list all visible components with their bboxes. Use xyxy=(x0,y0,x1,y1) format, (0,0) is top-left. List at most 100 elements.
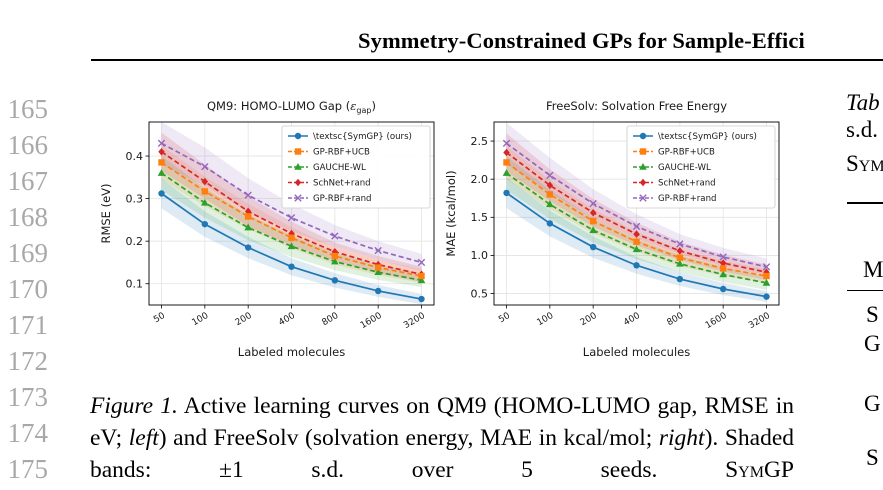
y-tick-label: 1.0 xyxy=(471,249,489,262)
line-number: 175 xyxy=(7,454,49,484)
data-point xyxy=(719,270,727,278)
data-point xyxy=(546,171,554,180)
series xyxy=(157,169,426,284)
data-point xyxy=(374,246,382,255)
x-tick-label: 400 xyxy=(277,311,297,328)
legend-label: SchNet+rand xyxy=(313,179,371,189)
series xyxy=(503,159,770,280)
legend-marker xyxy=(639,148,647,155)
legend-label: \textsc{SymGP} (ours) xyxy=(313,132,412,142)
data-point xyxy=(374,264,382,271)
data-point xyxy=(719,253,727,261)
y-tick-label: 0.1 xyxy=(126,278,144,291)
x-tick-label: 200 xyxy=(579,311,599,328)
qm9-chart: 0.1 0.2 0.3 0.4 50 100 200 400 800 1600 3200 Labele… xyxy=(99,99,435,359)
legend-label: GP-RBF+UCB xyxy=(658,148,715,158)
y-axis-label: MAE (kcal/mol) xyxy=(444,170,458,256)
data-point xyxy=(418,295,425,303)
freesolv-chart: 0.5 1.0 1.5 2.0 2.5 50 100 200 400 800 1600 3200 Lab… xyxy=(444,99,780,359)
data-point xyxy=(374,287,382,295)
caption-emphasis: left xyxy=(128,425,159,451)
y-axis-label: RMSE (eV) xyxy=(99,183,113,243)
legend: \textsc{SymGP} (ours) GP-RBF+UCB GAUCHE-WL… xyxy=(281,125,431,209)
data-point xyxy=(287,214,296,222)
table-mid-rule xyxy=(847,290,883,291)
line-number: 170 xyxy=(7,274,49,304)
legend-label: GP-RBF+UCB xyxy=(313,148,370,158)
x-tick-label: 3200 xyxy=(402,311,427,331)
series xyxy=(502,169,771,286)
sd-band xyxy=(161,145,422,283)
data-point xyxy=(418,272,425,280)
legend-label: GP-RBF+rand xyxy=(313,194,371,204)
table-row-label: G xyxy=(864,331,881,356)
data-point xyxy=(417,276,426,284)
data-point xyxy=(288,229,295,238)
line-number: 172 xyxy=(7,346,49,376)
legend-marker xyxy=(639,132,647,140)
legend-marker xyxy=(294,194,302,202)
caption-text: ) and FreeSolv (solvation energy, MAE in xyxy=(158,425,557,451)
data-point xyxy=(632,222,641,231)
legend-marker xyxy=(639,163,647,170)
legend-box xyxy=(281,125,431,209)
legend-marker xyxy=(294,148,302,155)
series xyxy=(158,159,425,280)
data-point xyxy=(201,162,209,171)
legend-label: GP-RBF+rand xyxy=(658,194,716,204)
data-point xyxy=(374,268,382,276)
data-point xyxy=(158,190,165,197)
data-point xyxy=(331,252,339,260)
data-point xyxy=(762,263,771,271)
data-point xyxy=(288,234,295,241)
line-numbers: 165 166 167 168 169 170 171 172 173 174 … xyxy=(0,94,49,490)
data-point xyxy=(287,242,296,250)
data-point xyxy=(157,139,166,147)
data-point xyxy=(763,268,770,277)
data-point xyxy=(762,278,771,286)
legend: \textsc{SymGP} (ours) GP-RBF+UCB GAUCHE-WL… xyxy=(626,125,776,209)
data-point xyxy=(417,258,426,267)
data-point xyxy=(676,240,684,248)
data-point xyxy=(676,259,684,267)
legend-label: SchNet+rand xyxy=(658,179,716,189)
data-point xyxy=(331,232,339,240)
sd-band xyxy=(506,133,767,280)
legend-marker xyxy=(294,163,302,170)
sd-band xyxy=(161,178,422,305)
data-point xyxy=(503,159,510,166)
figure-caption: Figure 1. Active learning curves on QM9 … xyxy=(90,390,794,486)
y-tick-label: 2.0 xyxy=(471,173,489,186)
data-point xyxy=(676,254,684,261)
data-point xyxy=(201,220,209,228)
data-point xyxy=(633,230,640,238)
caption-text: kcal/mol; xyxy=(563,425,659,451)
data-point xyxy=(331,257,339,265)
table-row-label: G xyxy=(864,391,881,416)
legend-marker xyxy=(294,132,302,140)
data-point xyxy=(244,213,252,220)
data-point xyxy=(158,159,165,166)
data-point xyxy=(503,148,510,157)
data-point xyxy=(158,147,165,156)
series xyxy=(502,139,771,271)
data-point xyxy=(633,262,640,269)
header-rule xyxy=(91,59,883,61)
series xyxy=(157,139,426,267)
data-point xyxy=(244,223,252,231)
table-row-label: S xyxy=(866,302,879,327)
line-number: 166 xyxy=(7,130,49,160)
y-tick-label: 1.5 xyxy=(471,211,489,224)
data-point xyxy=(546,220,554,227)
side-text: Sym xyxy=(846,151,883,176)
x-tick-label: 50 xyxy=(497,311,512,326)
data-point xyxy=(676,275,684,283)
data-point xyxy=(244,244,252,251)
data-point xyxy=(763,293,770,300)
data-point xyxy=(632,245,641,253)
y-tick-label: 2.5 xyxy=(471,135,489,148)
data-point xyxy=(589,243,597,251)
caption-figure-label: Figure 1. xyxy=(90,393,178,419)
table-column-header: M xyxy=(863,257,883,282)
data-point xyxy=(589,217,597,225)
